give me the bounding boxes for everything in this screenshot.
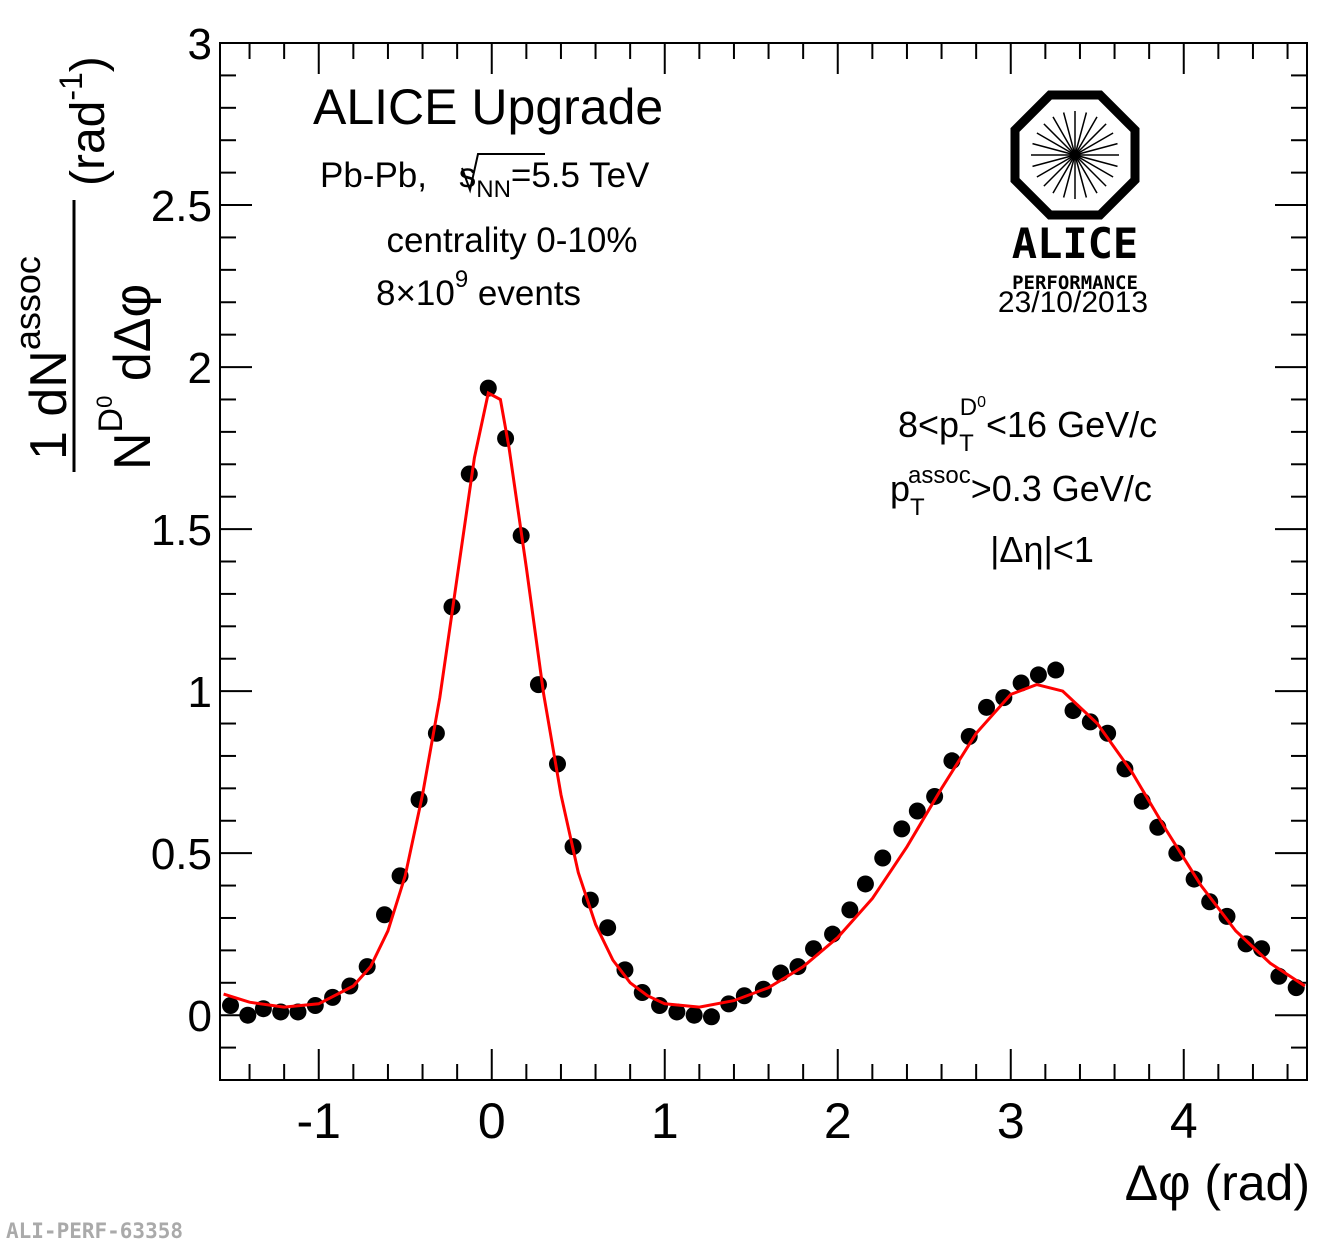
- data-point: [548, 755, 566, 773]
- y-label-denominator: ND0 dΔφ: [92, 284, 162, 470]
- x-tick-label: 2: [824, 1093, 852, 1149]
- y-tick-label: 2.5: [151, 182, 212, 231]
- annotation-part: 9: [455, 266, 468, 293]
- annotation-part: 8<p: [898, 404, 959, 445]
- annotation: 8<pTD0<16 GeV/c: [898, 394, 1157, 457]
- y-axis-label: 1 dNassoc ND0 dΔφ (rad-1): [7, 56, 162, 472]
- annotation: centrality 0-10%: [387, 221, 638, 260]
- logo-octagon: [1010, 90, 1140, 220]
- data-point: [222, 996, 240, 1014]
- data-point: [1237, 935, 1255, 953]
- data-point: [908, 802, 926, 820]
- annotation-part: <16 GeV/c: [986, 404, 1157, 445]
- y-tick-label: 1: [188, 668, 212, 717]
- x-tick-label: 0: [478, 1093, 506, 1149]
- annotation: pTassoc>0.3 GeV/c: [890, 462, 1152, 521]
- data-point: [375, 906, 393, 924]
- y-tick-label: 1.5: [151, 506, 212, 555]
- logo-sub: PERFORMANCE: [1012, 272, 1138, 294]
- annotation-part: T: [910, 494, 925, 521]
- annotation-part: =5.5 TeV: [511, 156, 650, 195]
- data-point: [978, 698, 996, 716]
- data-point: [668, 1003, 686, 1021]
- y-label-unit: (rad-1): [53, 56, 115, 186]
- x-tick-label: 1: [651, 1093, 679, 1149]
- annotation: 8×109 events: [376, 266, 581, 313]
- annotation: |Δη|<1: [990, 529, 1094, 570]
- y-label-part: assoc: [7, 256, 48, 350]
- data-point: [874, 849, 892, 867]
- radical-sign: [461, 153, 545, 194]
- annotation-part: 8×10: [376, 274, 455, 313]
- logo: ALICE PERFORMANCE 23/10/2013: [998, 90, 1148, 319]
- fit-curve: [223, 390, 1306, 1009]
- data-point: [651, 996, 669, 1014]
- data-point: [1012, 674, 1030, 692]
- x-tick-label: -1: [297, 1093, 341, 1149]
- data-point: [995, 689, 1013, 707]
- y-label-part: N: [104, 432, 162, 470]
- annotation-part: D: [960, 394, 977, 421]
- annotation-part: 0: [977, 394, 986, 411]
- data-point: [460, 465, 478, 483]
- data-point: [841, 901, 859, 919]
- y-tick-label: 2: [188, 344, 212, 393]
- annotation: Pb-Pb, sNN=5.5 TeV: [320, 156, 650, 203]
- plot-frame: [219, 42, 1308, 1081]
- data-point: [960, 727, 978, 745]
- y-label-part: D: [92, 408, 130, 433]
- data-point: [479, 379, 497, 397]
- y-label-part: -1: [53, 72, 89, 100]
- logo-date: 23/10/2013: [998, 286, 1148, 319]
- data-point: [1116, 760, 1134, 778]
- annotation-part: assoc: [908, 462, 971, 489]
- y-tick-label: 0: [188, 992, 212, 1041]
- x-tick-label: 3: [997, 1093, 1025, 1149]
- y-tick-label: 0.5: [151, 830, 212, 879]
- data-point: [616, 961, 634, 979]
- x-axis-label: Δφ (rad): [1125, 1155, 1310, 1211]
- data-point: [1029, 666, 1047, 684]
- annotation-part: T: [959, 430, 974, 457]
- data-point: [239, 1006, 257, 1024]
- data-point: [1201, 893, 1219, 911]
- chart-title: ALICE Upgrade: [313, 79, 663, 135]
- annotation-part: p: [890, 468, 910, 509]
- y-label-part: 1 dN: [20, 350, 78, 460]
- annotation-part: NN: [476, 176, 511, 203]
- y-label-part: ): [62, 56, 115, 72]
- data-point: [427, 724, 445, 742]
- y-label-part: 0: [92, 396, 117, 408]
- y-tick-label: 3: [188, 20, 212, 69]
- data-point: [1099, 724, 1117, 742]
- y-label-part: dΔφ: [104, 284, 162, 396]
- data-point: [893, 820, 911, 838]
- data-point: [1081, 713, 1099, 731]
- data-point: [1047, 661, 1065, 679]
- y-label-part: (rad: [62, 101, 115, 186]
- annotation-part: events: [468, 274, 581, 313]
- data-point: [702, 1008, 720, 1026]
- data-point: [685, 1006, 703, 1024]
- data-point: [1168, 844, 1186, 862]
- data-point: [497, 429, 515, 447]
- annotation-part: >0.3 GeV/c: [971, 468, 1152, 509]
- y-label-numerator: 1 dNassoc: [7, 256, 78, 460]
- data-point: [856, 875, 874, 893]
- data-point: [289, 1003, 307, 1021]
- footer-id: ALI-PERF-63358: [6, 1219, 183, 1243]
- logo-rays: [1031, 111, 1119, 199]
- data-point: [599, 919, 617, 937]
- annotation-part: Pb-Pb,: [320, 156, 437, 195]
- logo-name: ALICE: [1012, 219, 1138, 268]
- x-tick-label: 4: [1170, 1093, 1198, 1149]
